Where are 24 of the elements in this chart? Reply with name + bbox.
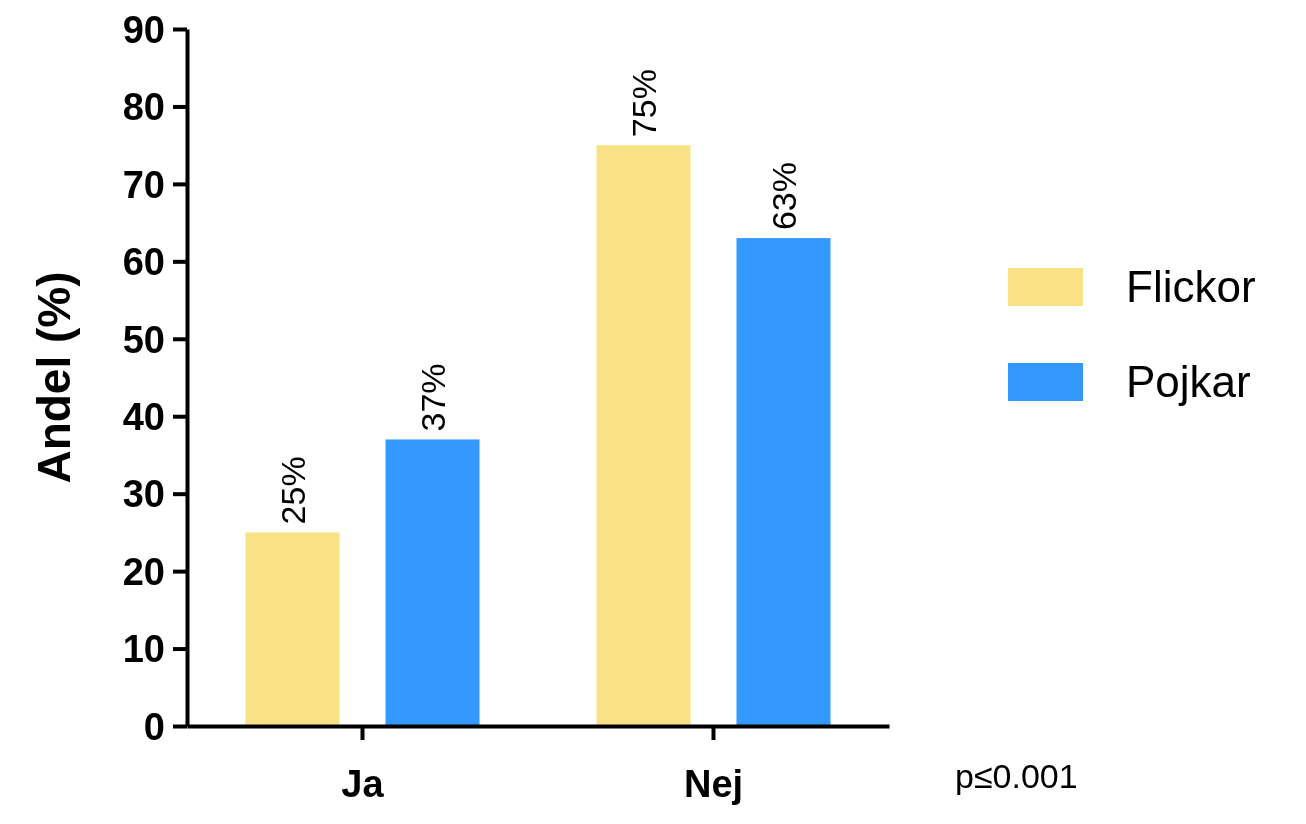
y-tick-label: 70 — [122, 163, 165, 206]
data-label: 75% — [624, 69, 663, 138]
y-tick-label: 20 — [122, 550, 165, 593]
data-label: 25% — [273, 456, 312, 525]
y-tick-label: 30 — [122, 473, 165, 516]
legend-label: Flickor — [1126, 262, 1256, 312]
y-tick-label: 90 — [122, 8, 165, 51]
y-tick-label: 80 — [122, 86, 165, 129]
bar — [596, 145, 691, 726]
y-tick-label: 50 — [122, 318, 165, 361]
bar — [245, 532, 340, 726]
data-label: 37% — [413, 363, 452, 432]
bar — [385, 439, 480, 726]
y-tick-label: 10 — [122, 628, 165, 671]
y-tick-label: 40 — [122, 396, 165, 439]
legend-label: Pojkar — [1126, 357, 1251, 407]
x-tick-label: Nej — [683, 762, 744, 805]
bar — [736, 238, 831, 726]
x-tick-label: Ja — [341, 762, 385, 805]
y-tick-label: 60 — [122, 241, 165, 284]
y-axis-title: Andel (%) — [28, 271, 80, 484]
y-tick-label: 0 — [143, 705, 165, 748]
data-label: 63% — [764, 162, 803, 231]
text: p≤0.001 — [955, 757, 1078, 795]
